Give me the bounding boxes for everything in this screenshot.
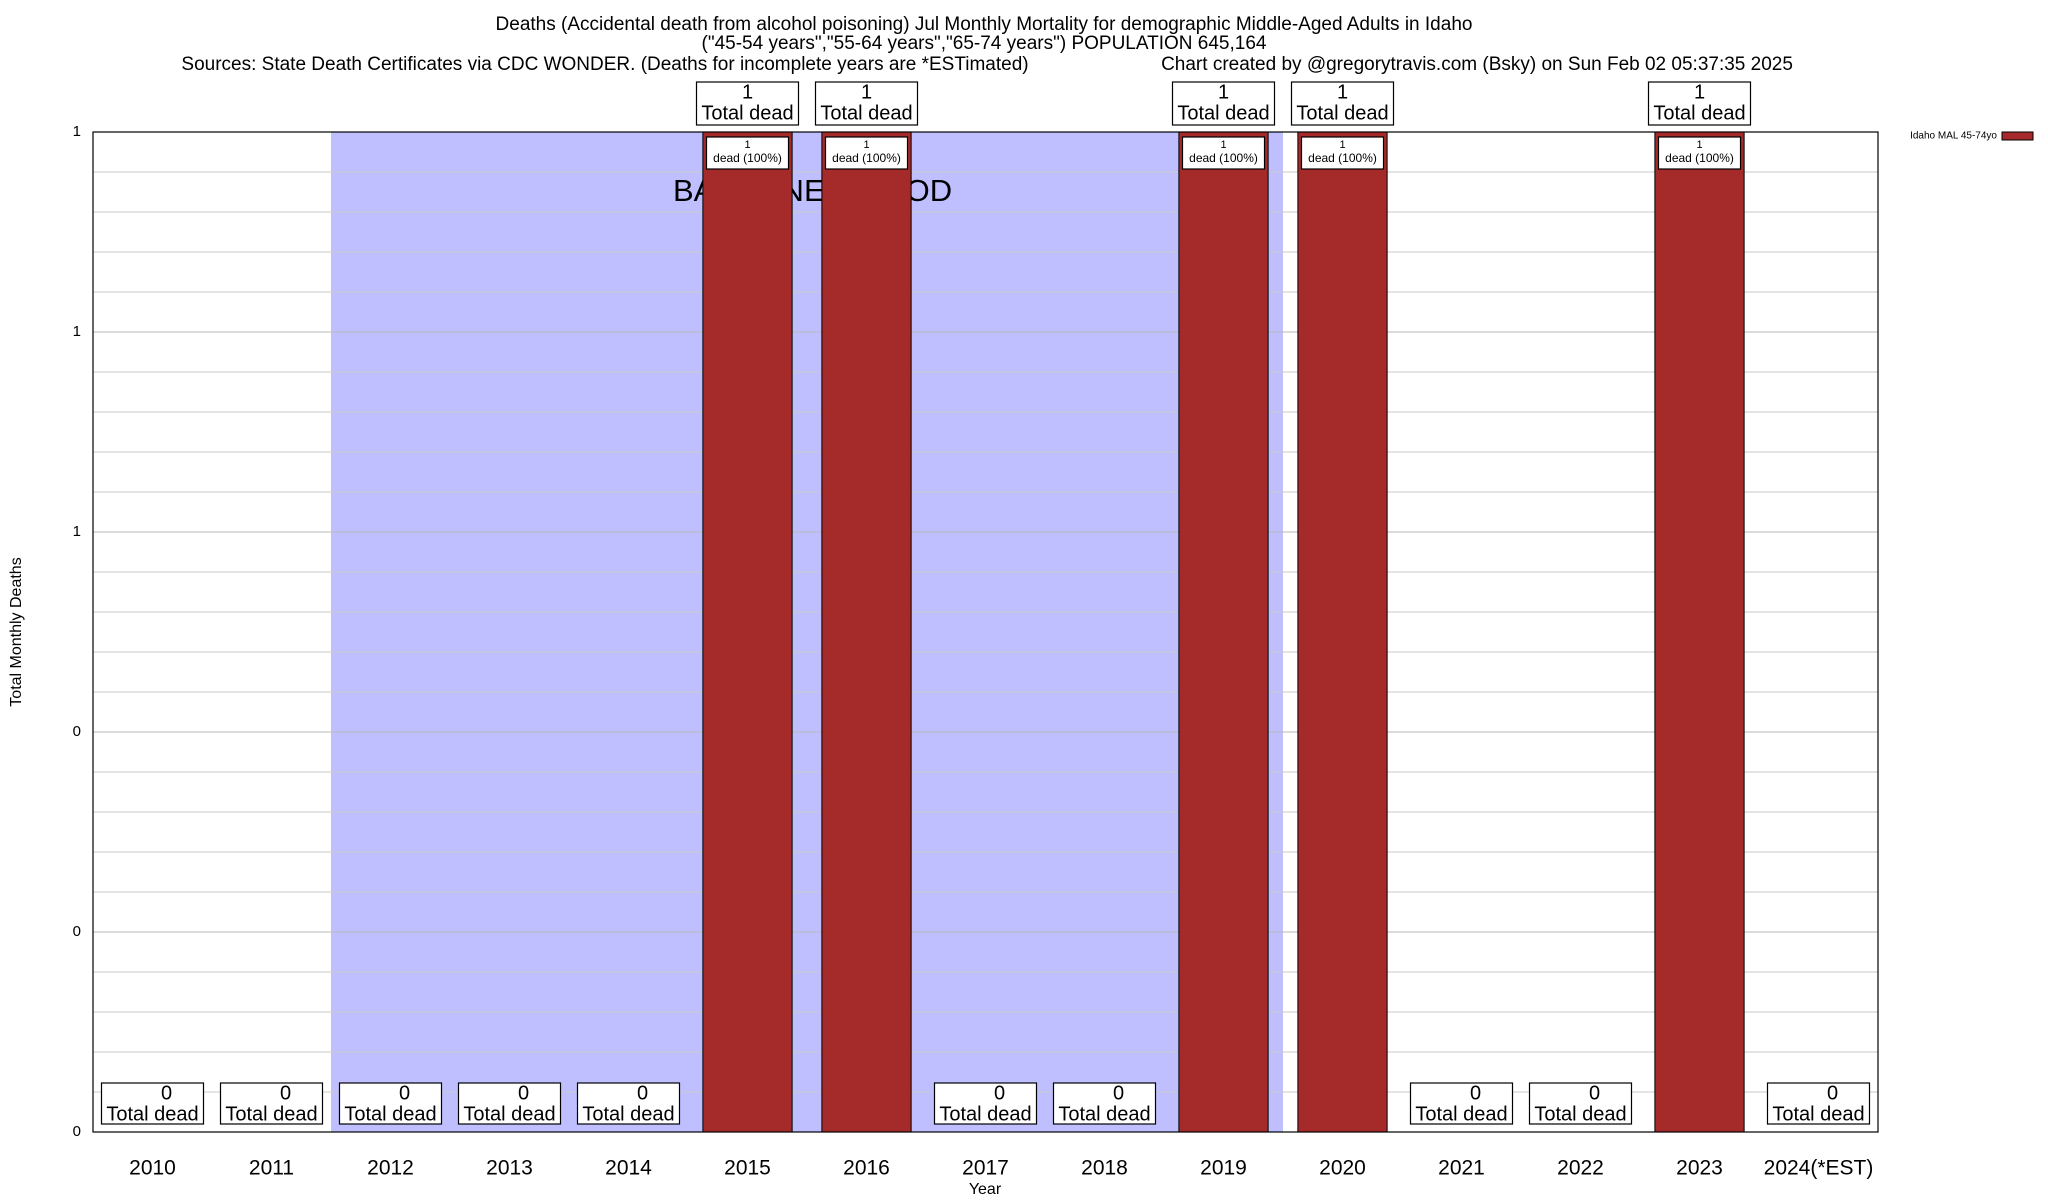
legend-swatch bbox=[2001, 131, 2034, 141]
y-tick-label: 0 bbox=[73, 923, 81, 940]
total-label-box bbox=[1766, 1082, 1871, 1125]
total-label: Total dead bbox=[344, 1103, 436, 1125]
share-label-box bbox=[1657, 136, 1742, 170]
x-tick-label: 2024(*EST) bbox=[1764, 1157, 1874, 1180]
y-tick-label: 1 bbox=[73, 523, 81, 540]
value-label: 0 bbox=[399, 1082, 410, 1104]
value-label: 1 bbox=[1337, 81, 1348, 103]
total-label: Total dead bbox=[939, 1103, 1031, 1125]
share-label: dead (100%) bbox=[1308, 151, 1377, 165]
total-label-box bbox=[100, 1082, 205, 1125]
total-label-box bbox=[1409, 1082, 1514, 1125]
share-label: dead (100%) bbox=[832, 151, 901, 165]
x-tick-label: 2022 bbox=[1557, 1157, 1604, 1180]
share-label-box bbox=[1181, 136, 1266, 170]
total-label: Total dead bbox=[106, 1103, 198, 1125]
inner-value-label: 1 bbox=[1220, 139, 1226, 151]
share-label-box bbox=[705, 136, 790, 170]
inner-value-label: 1 bbox=[744, 139, 750, 151]
total-label-box bbox=[695, 81, 800, 126]
total-label: Total dead bbox=[1653, 102, 1745, 124]
bar bbox=[821, 131, 912, 1133]
share-label-box bbox=[1300, 136, 1385, 170]
total-label: Total dead bbox=[1415, 1103, 1507, 1125]
total-label: Total dead bbox=[1177, 102, 1269, 124]
y-tick-label: 0 bbox=[73, 1123, 81, 1140]
total-label-box bbox=[933, 1082, 1038, 1125]
value-label: 0 bbox=[1589, 1082, 1600, 1104]
total-label: Total dead bbox=[582, 1103, 674, 1125]
total-label-box bbox=[219, 1082, 324, 1125]
total-label: Total dead bbox=[1058, 1103, 1150, 1125]
bar bbox=[702, 131, 793, 1133]
inner-value-label: 1 bbox=[1696, 139, 1702, 151]
bar bbox=[1654, 131, 1745, 1133]
x-tick-label: 2019 bbox=[1200, 1157, 1247, 1180]
inner-value-label: 1 bbox=[863, 139, 869, 151]
x-tick-label: 2023 bbox=[1676, 1157, 1723, 1180]
legend-label: Idaho MAL 45-74yo bbox=[1910, 131, 1997, 142]
baseline-shade bbox=[331, 132, 1283, 1132]
x-tick-label: 2015 bbox=[724, 1157, 771, 1180]
value-label: 1 bbox=[861, 81, 872, 103]
y-tick-label: 0 bbox=[73, 723, 81, 740]
x-tick-label: 2011 bbox=[249, 1157, 294, 1180]
x-tick-label: 2010 bbox=[129, 1157, 176, 1180]
total-label: Total dead bbox=[1296, 102, 1388, 124]
x-tick-label: 2017 bbox=[962, 1157, 1009, 1180]
total-label: Total dead bbox=[225, 1103, 317, 1125]
total-label-box bbox=[1528, 1082, 1633, 1125]
source-note: Sources: State Death Certificates via CD… bbox=[181, 54, 1028, 75]
share-label: dead (100%) bbox=[713, 151, 782, 165]
x-tick-label: 2021 bbox=[1438, 1157, 1485, 1180]
total-label-box bbox=[814, 81, 919, 126]
value-label: 0 bbox=[280, 1082, 291, 1104]
value-label: 1 bbox=[742, 81, 753, 103]
y-tick-label: 1 bbox=[73, 323, 81, 340]
total-label: Total dead bbox=[463, 1103, 555, 1125]
value-label: 0 bbox=[994, 1082, 1005, 1104]
share-label-box bbox=[824, 136, 909, 170]
plot-frame bbox=[92, 131, 1879, 1133]
total-label-box bbox=[457, 1082, 562, 1125]
value-label: 0 bbox=[1827, 1082, 1838, 1104]
x-tick-label: 2020 bbox=[1319, 1157, 1366, 1180]
share-label: dead (100%) bbox=[1189, 151, 1258, 165]
x-tick-label: 2018 bbox=[1081, 1157, 1128, 1180]
total-label: Total dead bbox=[701, 102, 793, 124]
x-tick-label: 2013 bbox=[486, 1157, 533, 1180]
total-label-box bbox=[1290, 81, 1395, 126]
value-label: 1 bbox=[1218, 81, 1229, 103]
total-label-box bbox=[1052, 1082, 1157, 1125]
value-label: 1 bbox=[1694, 81, 1705, 103]
total-label: Total dead bbox=[1534, 1103, 1626, 1125]
total-label-box bbox=[576, 1082, 681, 1125]
chart-title: Deaths (Accidental death from alcohol po… bbox=[496, 14, 1473, 35]
total-label: Total dead bbox=[1772, 1103, 1864, 1125]
x-tick-label: 2014 bbox=[605, 1157, 652, 1180]
bar bbox=[1178, 131, 1269, 1133]
x-tick-label: 2016 bbox=[843, 1157, 890, 1180]
total-label-box bbox=[1171, 81, 1276, 126]
total-label-box bbox=[338, 1082, 443, 1125]
value-label: 0 bbox=[637, 1082, 648, 1104]
value-label: 0 bbox=[1113, 1082, 1124, 1104]
credit-note: Chart created by @gregorytravis.com (Bsk… bbox=[1161, 54, 1793, 75]
x-tick-label: 2012 bbox=[367, 1157, 414, 1180]
share-label: dead (100%) bbox=[1665, 151, 1734, 165]
y-axis-title: Total Monthly Deaths bbox=[8, 557, 25, 706]
total-label: Total dead bbox=[820, 102, 912, 124]
total-label-box bbox=[1647, 81, 1752, 126]
chart-subtitle: ("45-54 years","55-64 years","65-74 year… bbox=[702, 33, 1267, 54]
value-label: 0 bbox=[518, 1082, 529, 1104]
value-label: 0 bbox=[161, 1082, 172, 1104]
x-axis-title: Year bbox=[969, 1181, 1002, 1198]
y-tick-label: 1 bbox=[73, 123, 81, 140]
inner-value-label: 1 bbox=[1339, 139, 1345, 151]
value-label: 0 bbox=[1470, 1082, 1481, 1104]
bar bbox=[1297, 131, 1388, 1133]
